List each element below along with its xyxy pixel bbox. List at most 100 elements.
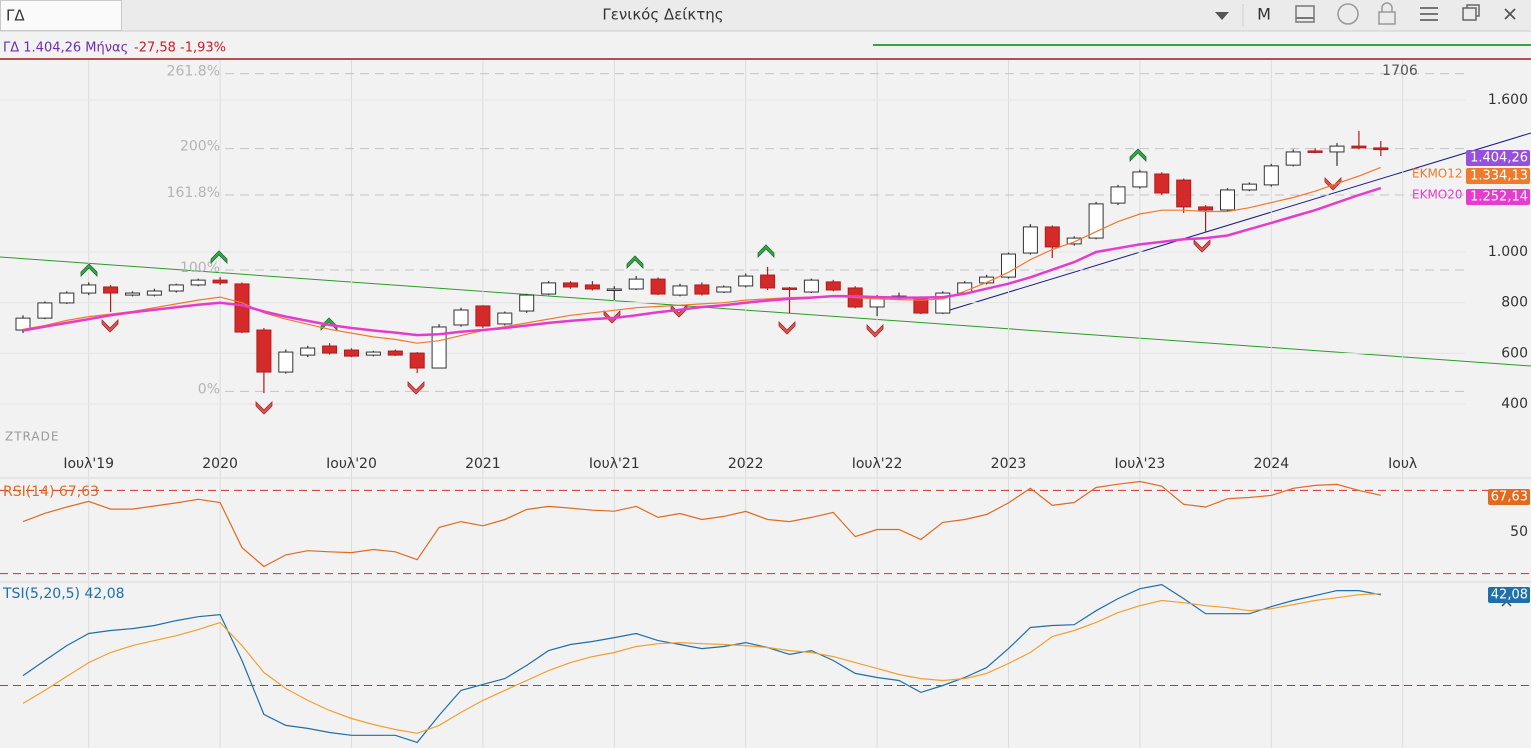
symbol-info: ΓΔ 1.404,26 Μήνας [3, 41, 128, 56]
candle-body [1373, 147, 1389, 151]
candle-body [606, 288, 622, 291]
candle-body [365, 351, 381, 356]
candle-body [1198, 206, 1214, 211]
candle-body [1329, 145, 1345, 153]
buy-signal [210, 250, 228, 264]
buy-signal [626, 255, 644, 269]
candle-body [1263, 165, 1279, 186]
indicator-line [22, 480, 1381, 568]
lock-shackle [1381, 2, 1393, 12]
y-tick-label: 1.000 [1488, 244, 1528, 260]
fib-label: 0% [198, 381, 220, 397]
moving-average-label-box [1466, 189, 1530, 205]
candle-body [694, 284, 710, 295]
candle-body [1307, 150, 1323, 153]
candle-body [278, 351, 294, 373]
indicator-value-label: 42,08 [1491, 588, 1528, 603]
candle-body [650, 278, 666, 295]
fib-label: 161.8% [167, 185, 220, 201]
sell-signal [1193, 239, 1211, 253]
candle-body [190, 279, 206, 286]
candle-body [563, 282, 578, 288]
close-icon[interactable] [1504, 8, 1516, 20]
lock-icon[interactable] [1378, 11, 1396, 25]
candle-body [168, 284, 184, 292]
y-tick-label: 600 [1501, 345, 1528, 361]
dropdown-arrow[interactable] [1215, 12, 1229, 20]
candle-body [125, 292, 140, 296]
candle-body [431, 326, 447, 369]
y-tick-label: 50 [1510, 524, 1528, 540]
candle-body [387, 350, 403, 356]
quote-icon[interactable] [1337, 3, 1359, 25]
candle-body [1066, 237, 1082, 245]
x-tick-label: 2023 [991, 456, 1027, 472]
fib-label: 261.8% [167, 64, 220, 80]
sell-signal [407, 381, 425, 395]
candle-body [212, 279, 228, 284]
candle-body [519, 294, 535, 312]
sell-signal [778, 321, 796, 335]
sell-signal [866, 324, 884, 338]
x-tick-label: Ιουλ [1388, 456, 1417, 472]
candle-body [825, 281, 841, 291]
candle-body [37, 302, 53, 319]
x-tick-label: 2024 [1253, 456, 1289, 472]
x-tick-label: 2020 [202, 456, 238, 472]
indicator-value-box [1488, 489, 1530, 505]
support-line [939, 132, 1531, 314]
candle-body [541, 282, 557, 295]
candle-body [1176, 179, 1192, 208]
candle-body [803, 279, 819, 293]
candle-body [1351, 145, 1367, 149]
x-tick-label: Ιουλ'21 [589, 456, 640, 472]
last-price-label: 1.404,26 [1470, 151, 1528, 166]
candle-body [453, 309, 469, 326]
change-info: -27,58 -1,93% [134, 41, 226, 56]
menu-icon[interactable] [1420, 7, 1438, 21]
y-tick-label: 800 [1501, 295, 1528, 311]
x-tick-label: 2021 [465, 456, 501, 472]
candle-body [497, 312, 513, 325]
indicator-line [22, 593, 1381, 734]
fib-label: 100% [180, 260, 220, 276]
sell-signal [255, 401, 273, 415]
candle-body [1001, 253, 1016, 278]
panel-icon[interactable] [1295, 5, 1315, 23]
indicator-legend: RSI(14) 67,63 [3, 484, 99, 500]
candle-body [760, 274, 776, 289]
candle-body [584, 284, 600, 290]
candle-body [1220, 189, 1235, 211]
restore-icon-back [1466, 4, 1480, 17]
moving-average-label: 1.252,14 [1470, 190, 1528, 205]
period-button[interactable]: M [1257, 5, 1271, 24]
x-tick-label: Ιουλ'23 [1115, 456, 1166, 472]
candle-body [1022, 226, 1038, 254]
x-tick-label: Ιουλ'20 [326, 456, 377, 472]
x-tick-label: 2022 [728, 456, 764, 472]
candle-body [628, 278, 644, 290]
moving-average [22, 186, 1382, 337]
sell-signal [101, 319, 119, 333]
candle-body [475, 305, 491, 327]
buy-signal [757, 244, 775, 258]
symbol-box[interactable] [0, 0, 122, 31]
candle-body [300, 347, 316, 356]
last-price-label-box [1466, 150, 1530, 166]
candle-body [344, 349, 359, 357]
symbol[interactable]: ΓΔ [6, 7, 25, 25]
restore-icon[interactable] [1462, 7, 1477, 21]
trend-line [0, 256, 1531, 367]
candle-body [1241, 183, 1257, 191]
moving-average-label: 1.334,13 [1470, 169, 1528, 184]
legend-label: ΕΚΜΟ20 [1412, 188, 1463, 202]
buy-signal [80, 263, 98, 277]
x-tick-label: Ιουλ'19 [63, 456, 114, 472]
annotation: 1706 [1382, 63, 1418, 79]
y-tick-label: 400 [1501, 396, 1528, 412]
watermark: ZTRADE [5, 430, 59, 444]
candle-body [1154, 173, 1170, 194]
candle-body [672, 285, 688, 296]
legend-label: ΕΚΜΟ12 [1412, 167, 1463, 181]
candle-body [1132, 171, 1148, 188]
